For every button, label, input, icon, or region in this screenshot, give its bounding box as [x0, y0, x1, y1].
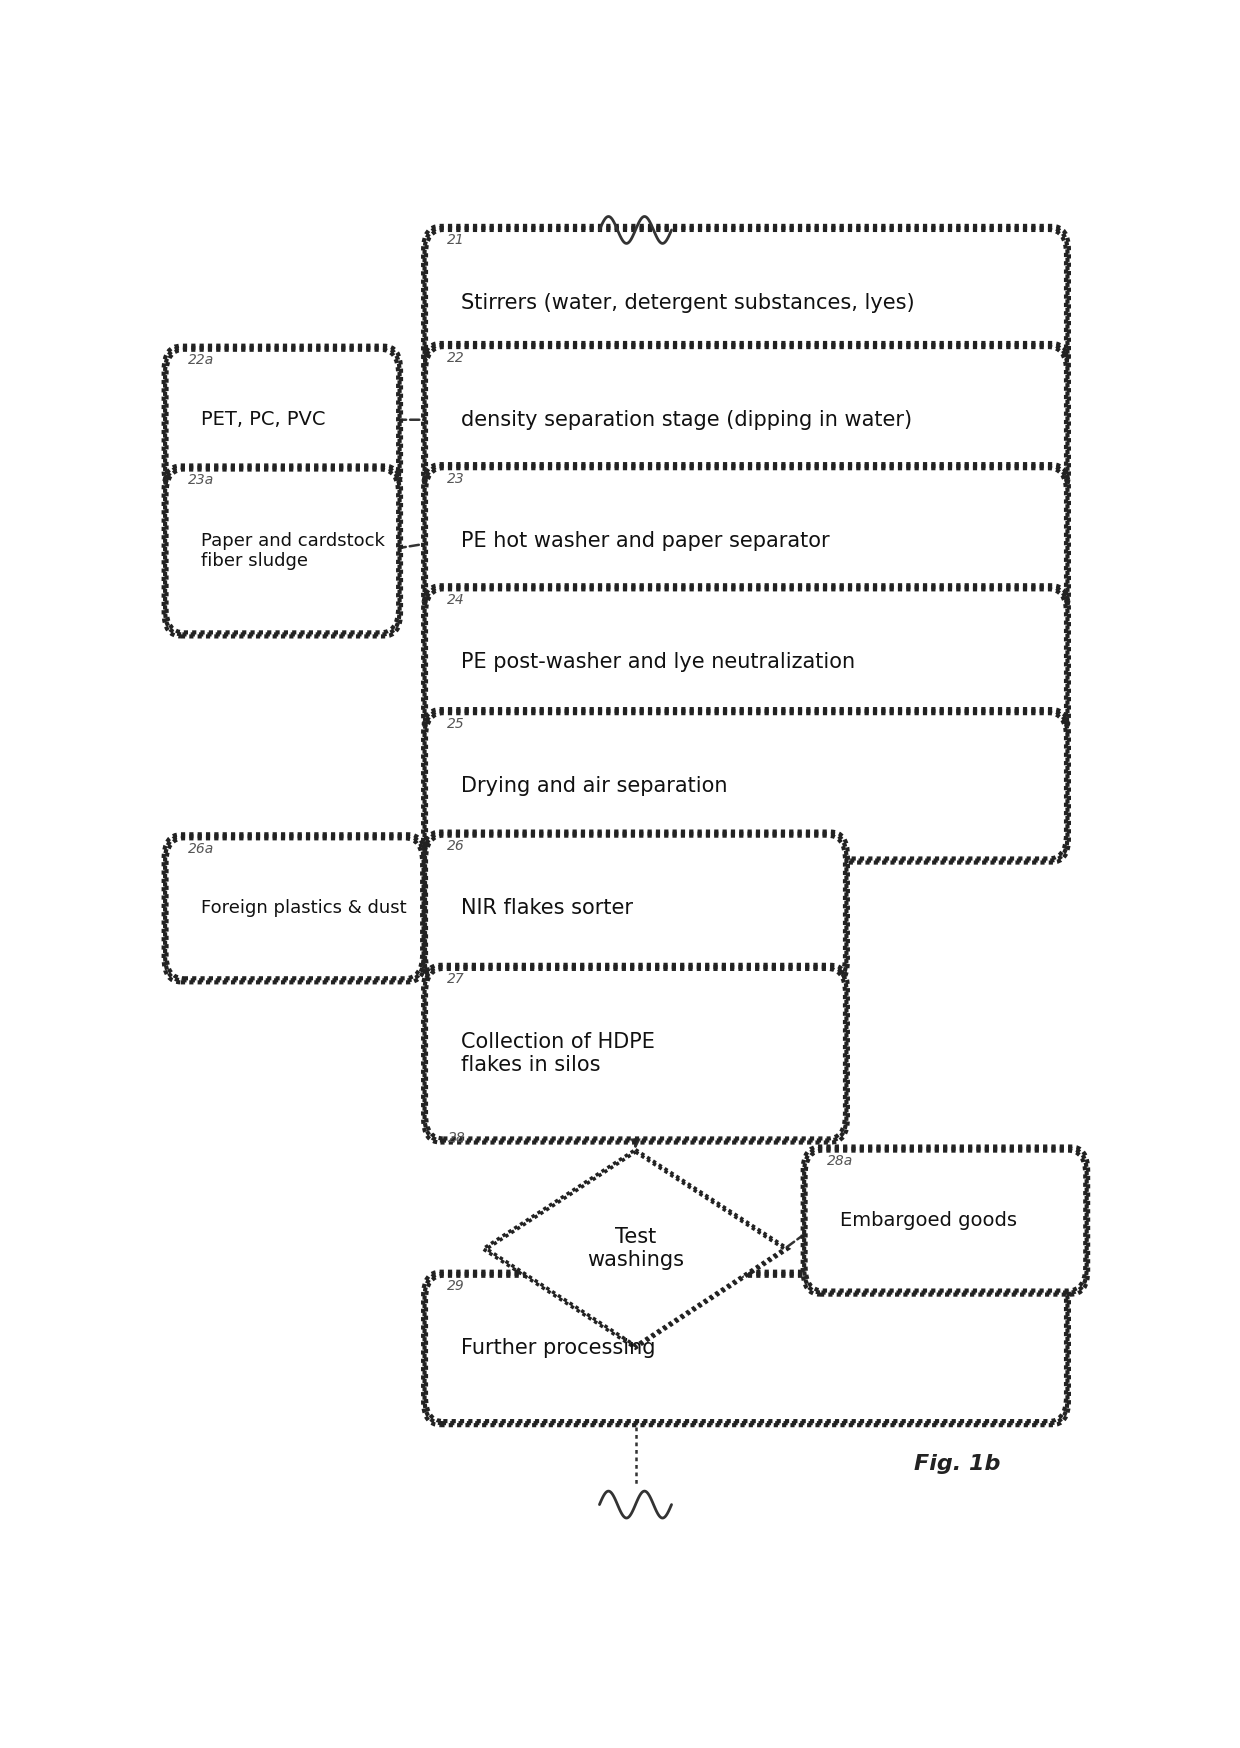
Text: Stirrers (water, detergent substances, lyes): Stirrers (water, detergent substances, l… [460, 292, 914, 313]
Text: Drying and air separation: Drying and air separation [460, 776, 727, 795]
Text: PE post-washer and lye neutralization: PE post-washer and lye neutralization [460, 652, 854, 671]
Text: PE hot washer and paper separator: PE hot washer and paper separator [460, 531, 830, 551]
Text: Test
washings: Test washings [587, 1227, 684, 1271]
Text: Collection of HDPE
flakes in silos: Collection of HDPE flakes in silos [460, 1031, 655, 1075]
FancyBboxPatch shape [166, 839, 422, 979]
FancyBboxPatch shape [806, 1150, 1085, 1290]
Text: 28: 28 [448, 1131, 466, 1145]
Text: 23: 23 [448, 472, 465, 486]
Text: 28a: 28a [827, 1154, 853, 1168]
Text: 26: 26 [448, 839, 465, 853]
Text: density separation stage (dipping in water): density separation stage (dipping in wat… [460, 409, 911, 430]
Polygon shape [486, 1152, 785, 1346]
Text: Paper and cardstock
fiber sludge: Paper and cardstock fiber sludge [201, 531, 384, 570]
FancyBboxPatch shape [427, 968, 844, 1138]
Text: 24: 24 [448, 593, 465, 607]
Text: 26a: 26a [187, 843, 215, 857]
FancyBboxPatch shape [427, 836, 844, 981]
Text: Fig. 1b: Fig. 1b [914, 1454, 1001, 1474]
Text: 21: 21 [448, 234, 465, 248]
Text: 22: 22 [448, 351, 465, 365]
Text: Further processing: Further processing [460, 1339, 655, 1358]
FancyBboxPatch shape [427, 348, 1066, 493]
Text: PET, PC, PVC: PET, PC, PVC [201, 411, 326, 430]
Text: Foreign plastics & dust: Foreign plastics & dust [201, 898, 407, 918]
Text: 27: 27 [448, 972, 465, 986]
FancyBboxPatch shape [427, 468, 1066, 614]
Text: 25: 25 [448, 717, 465, 731]
FancyBboxPatch shape [166, 350, 398, 489]
FancyBboxPatch shape [427, 231, 1066, 376]
Text: 23a: 23a [187, 474, 215, 488]
Text: Embargoed goods: Embargoed goods [841, 1211, 1017, 1231]
Text: 29: 29 [448, 1280, 465, 1294]
FancyBboxPatch shape [166, 470, 398, 633]
FancyBboxPatch shape [427, 713, 1066, 858]
Text: 22a: 22a [187, 353, 215, 367]
FancyBboxPatch shape [427, 589, 1066, 734]
FancyBboxPatch shape [427, 1276, 1066, 1421]
Text: NIR flakes sorter: NIR flakes sorter [460, 898, 632, 918]
